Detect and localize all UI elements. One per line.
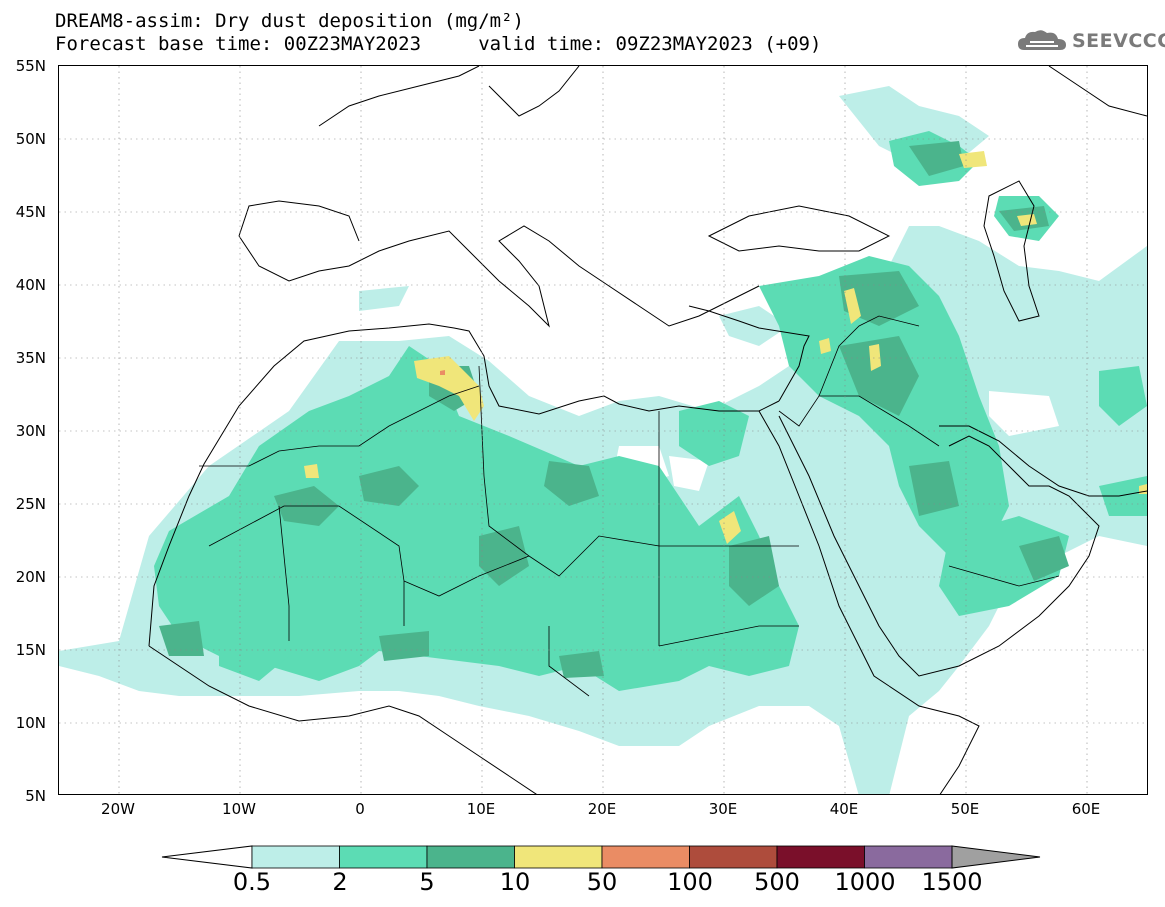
lon-label: 30E: [708, 800, 738, 818]
map-plot-area: [58, 65, 1148, 795]
lat-label: 30N: [15, 422, 46, 440]
map-title: DREAM8-assim: Dry dust deposition (mg/m²…: [55, 10, 524, 32]
color-legend: [161, 845, 1041, 869]
lon-label: 40E: [829, 800, 859, 818]
logo-text: SEEVCCC: [1072, 30, 1165, 52]
legend-swatch: [251, 845, 340, 869]
legend-swatch: [601, 845, 690, 869]
lat-label: 15N: [15, 641, 46, 659]
lat-label: 20N: [15, 568, 46, 586]
legend-level: 1000: [834, 868, 896, 896]
cloud-icon: [1018, 30, 1066, 50]
graticule: [59, 66, 1147, 794]
legend-under-triangle: [161, 845, 253, 869]
dust-level-50: [440, 370, 445, 375]
legend-level: 2: [332, 868, 348, 896]
legend-level: 10: [499, 868, 531, 896]
legend-level: 50: [586, 868, 618, 896]
lon-label: 10E: [466, 800, 496, 818]
country-borders: [199, 315, 1060, 697]
legend-swatch: [426, 845, 515, 869]
forecast-times: Forecast base time: 00Z23MAY2023 valid t…: [55, 33, 822, 55]
legend-level: 1500: [921, 868, 983, 896]
lon-label: 20E: [587, 800, 617, 818]
lon-label: 60E: [1071, 800, 1101, 818]
lon-label: 50E: [950, 800, 980, 818]
legend-swatch: [339, 845, 428, 869]
legend-over-triangle: [951, 845, 1041, 869]
lat-label: 35N: [15, 349, 46, 367]
lat-label: 40N: [15, 276, 46, 294]
lat-label: 10N: [15, 714, 46, 732]
lat-label: 45N: [15, 203, 46, 221]
legend-swatch: [514, 845, 603, 869]
legend-swatch: [776, 845, 865, 869]
lon-label: 10W: [222, 800, 256, 818]
lat-label: 5N: [25, 787, 46, 805]
dust-map: [59, 66, 1147, 794]
lat-label: 25N: [15, 495, 46, 513]
legend-level: 500: [754, 868, 800, 896]
legend-level: 100: [667, 868, 713, 896]
coastlines: [148, 66, 1147, 794]
legend-swatch: [864, 845, 953, 869]
lon-label: 0: [355, 800, 365, 818]
legend-swatch: [689, 845, 778, 869]
lon-label: 20W: [101, 800, 135, 818]
lat-label: 50N: [15, 130, 46, 148]
lat-label: 55N: [15, 57, 46, 75]
seevccc-logo: SEEVCCC: [1016, 26, 1165, 56]
legend-level: 5: [419, 868, 435, 896]
legend-level: 0.5: [232, 868, 272, 896]
